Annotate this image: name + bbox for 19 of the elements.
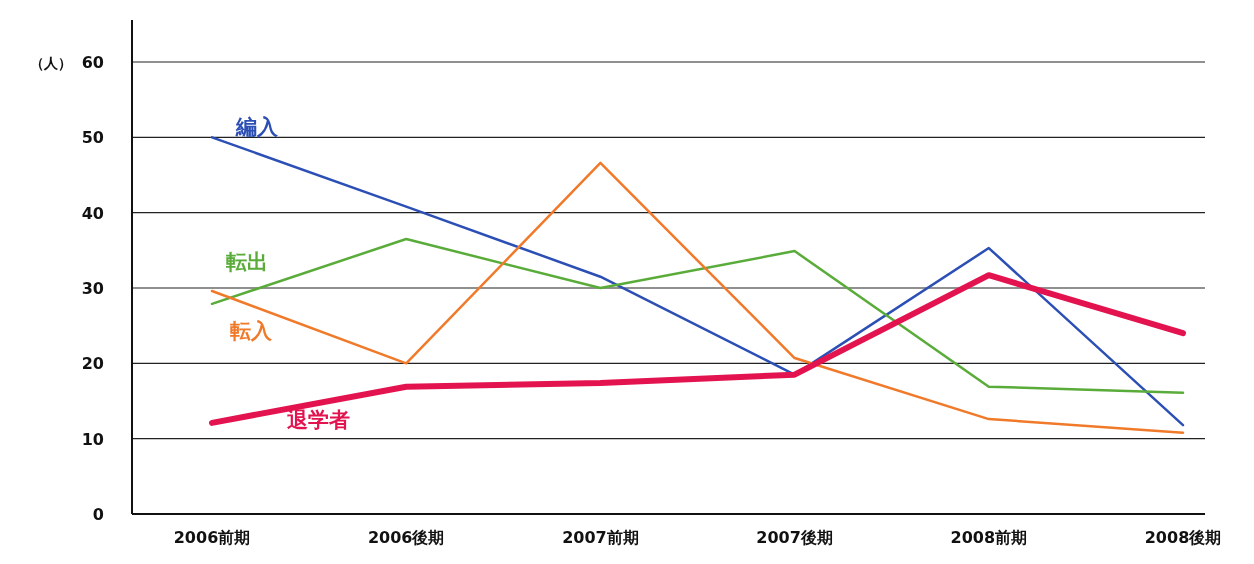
series-label: 編入	[235, 114, 280, 139]
y-tick-label: 30	[81, 279, 104, 298]
y-axis-title: （人）	[30, 55, 72, 71]
x-tick-label: 2006後期	[367, 528, 445, 547]
x-tick-label: 2007後期	[756, 528, 833, 547]
x-tick-label: 2008後期	[1144, 528, 1222, 547]
y-tick-label: 20	[81, 354, 104, 374]
y-tick-label: 40	[81, 203, 104, 223]
x-tick-label: 2006前期	[173, 528, 251, 547]
x-tick-label: 2008前期	[950, 528, 1028, 547]
series-label: 退学者	[286, 407, 351, 432]
y-tick-label: 10	[81, 429, 104, 449]
y-tick-label: 50	[81, 128, 104, 148]
series-label: 転入	[230, 318, 274, 343]
y-tick-label: 0	[92, 505, 104, 524]
line-series	[210, 237, 1185, 394]
series-label: 転出	[226, 250, 269, 275]
y-tick-label: 60	[81, 53, 104, 72]
x-tick-label: 2007前期	[562, 528, 639, 547]
